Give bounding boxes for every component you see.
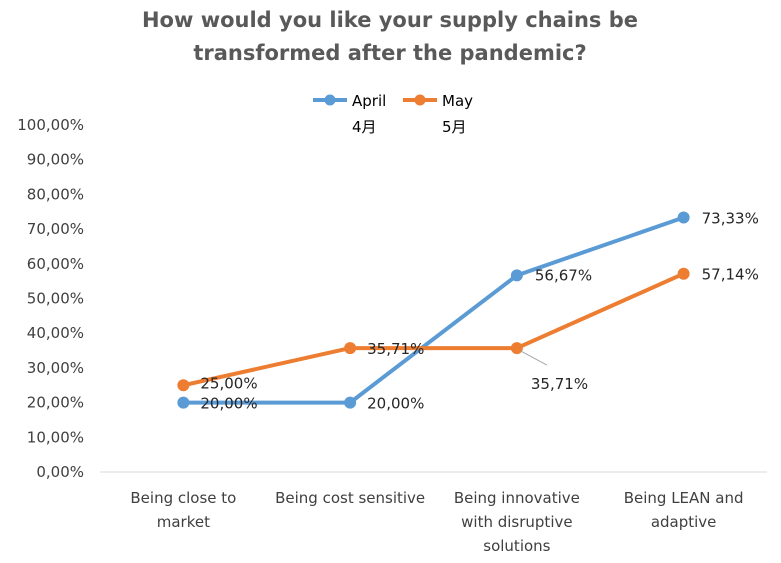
y-tick-label: 40,00%: [27, 324, 84, 342]
legend-swatch-marker: [414, 94, 426, 106]
data-label: 56,67%: [535, 266, 592, 284]
chart-legend: April 4月 May 5月: [313, 92, 473, 136]
data-label: 20,00%: [200, 395, 257, 413]
y-tick-label: 0,00%: [36, 463, 84, 481]
y-tick-label: 70,00%: [27, 220, 84, 238]
data-labels: 20,00% 20,00% 56,67% 73,33% 25,00% 35,71% 35,7…: [200, 210, 758, 413]
data-point: [677, 267, 690, 280]
y-axis: 0,00% 10,00% 20,00% 30,00% 40,00% 50,00% 60,00…: [17, 116, 84, 481]
x-tick-label: Being close to market: [130, 489, 236, 531]
data-label: 35,71%: [531, 375, 588, 393]
chart-title: How would you like your supply chains be…: [142, 8, 638, 65]
y-tick-label: 90,00%: [27, 151, 84, 169]
y-tick-label: 100,00%: [17, 116, 84, 134]
y-tick-label: 10,00%: [27, 428, 84, 446]
data-point: [510, 342, 523, 355]
label-leader-line: [520, 350, 548, 366]
series-line: [181, 215, 686, 405]
data-point: [677, 211, 690, 224]
x-axis: Being close to market Being cost sensitive…: [100, 471, 767, 555]
data-point: [344, 342, 357, 355]
legend-label: April: [352, 92, 386, 110]
y-tick-label: 30,00%: [27, 359, 84, 377]
data-label: 35,71%: [367, 340, 424, 358]
legend-label: May: [442, 92, 473, 110]
data-label: 73,33%: [702, 210, 759, 228]
y-tick-label: 50,00%: [27, 290, 84, 308]
series-lines: [177, 211, 690, 409]
x-tick-label: Being cost sensitive: [275, 489, 425, 507]
data-point: [344, 396, 357, 409]
data-point: [510, 269, 523, 282]
x-tick-label: Being LEAN and adaptive: [624, 489, 744, 531]
y-tick-label: 20,00%: [27, 394, 84, 412]
y-tick-label: 60,00%: [27, 255, 84, 273]
legend-sublabel: 5月: [442, 118, 467, 136]
x-tick-label: Being innovative with disruptive solutions: [454, 489, 580, 555]
series-line: [181, 271, 686, 388]
data-point: [177, 379, 190, 392]
data-point: [177, 396, 190, 409]
data-label: 57,14%: [702, 266, 759, 284]
y-tick-label: 80,00%: [27, 185, 84, 203]
legend-sublabel: 4月: [352, 118, 377, 136]
legend-swatch-marker: [324, 94, 336, 106]
chart-title-line: How would you like your supply chains be: [142, 8, 638, 32]
data-label: 25,00%: [200, 374, 257, 392]
data-label: 20,00%: [367, 395, 424, 413]
chart-title-line: transformed after the pandemic?: [193, 41, 586, 65]
